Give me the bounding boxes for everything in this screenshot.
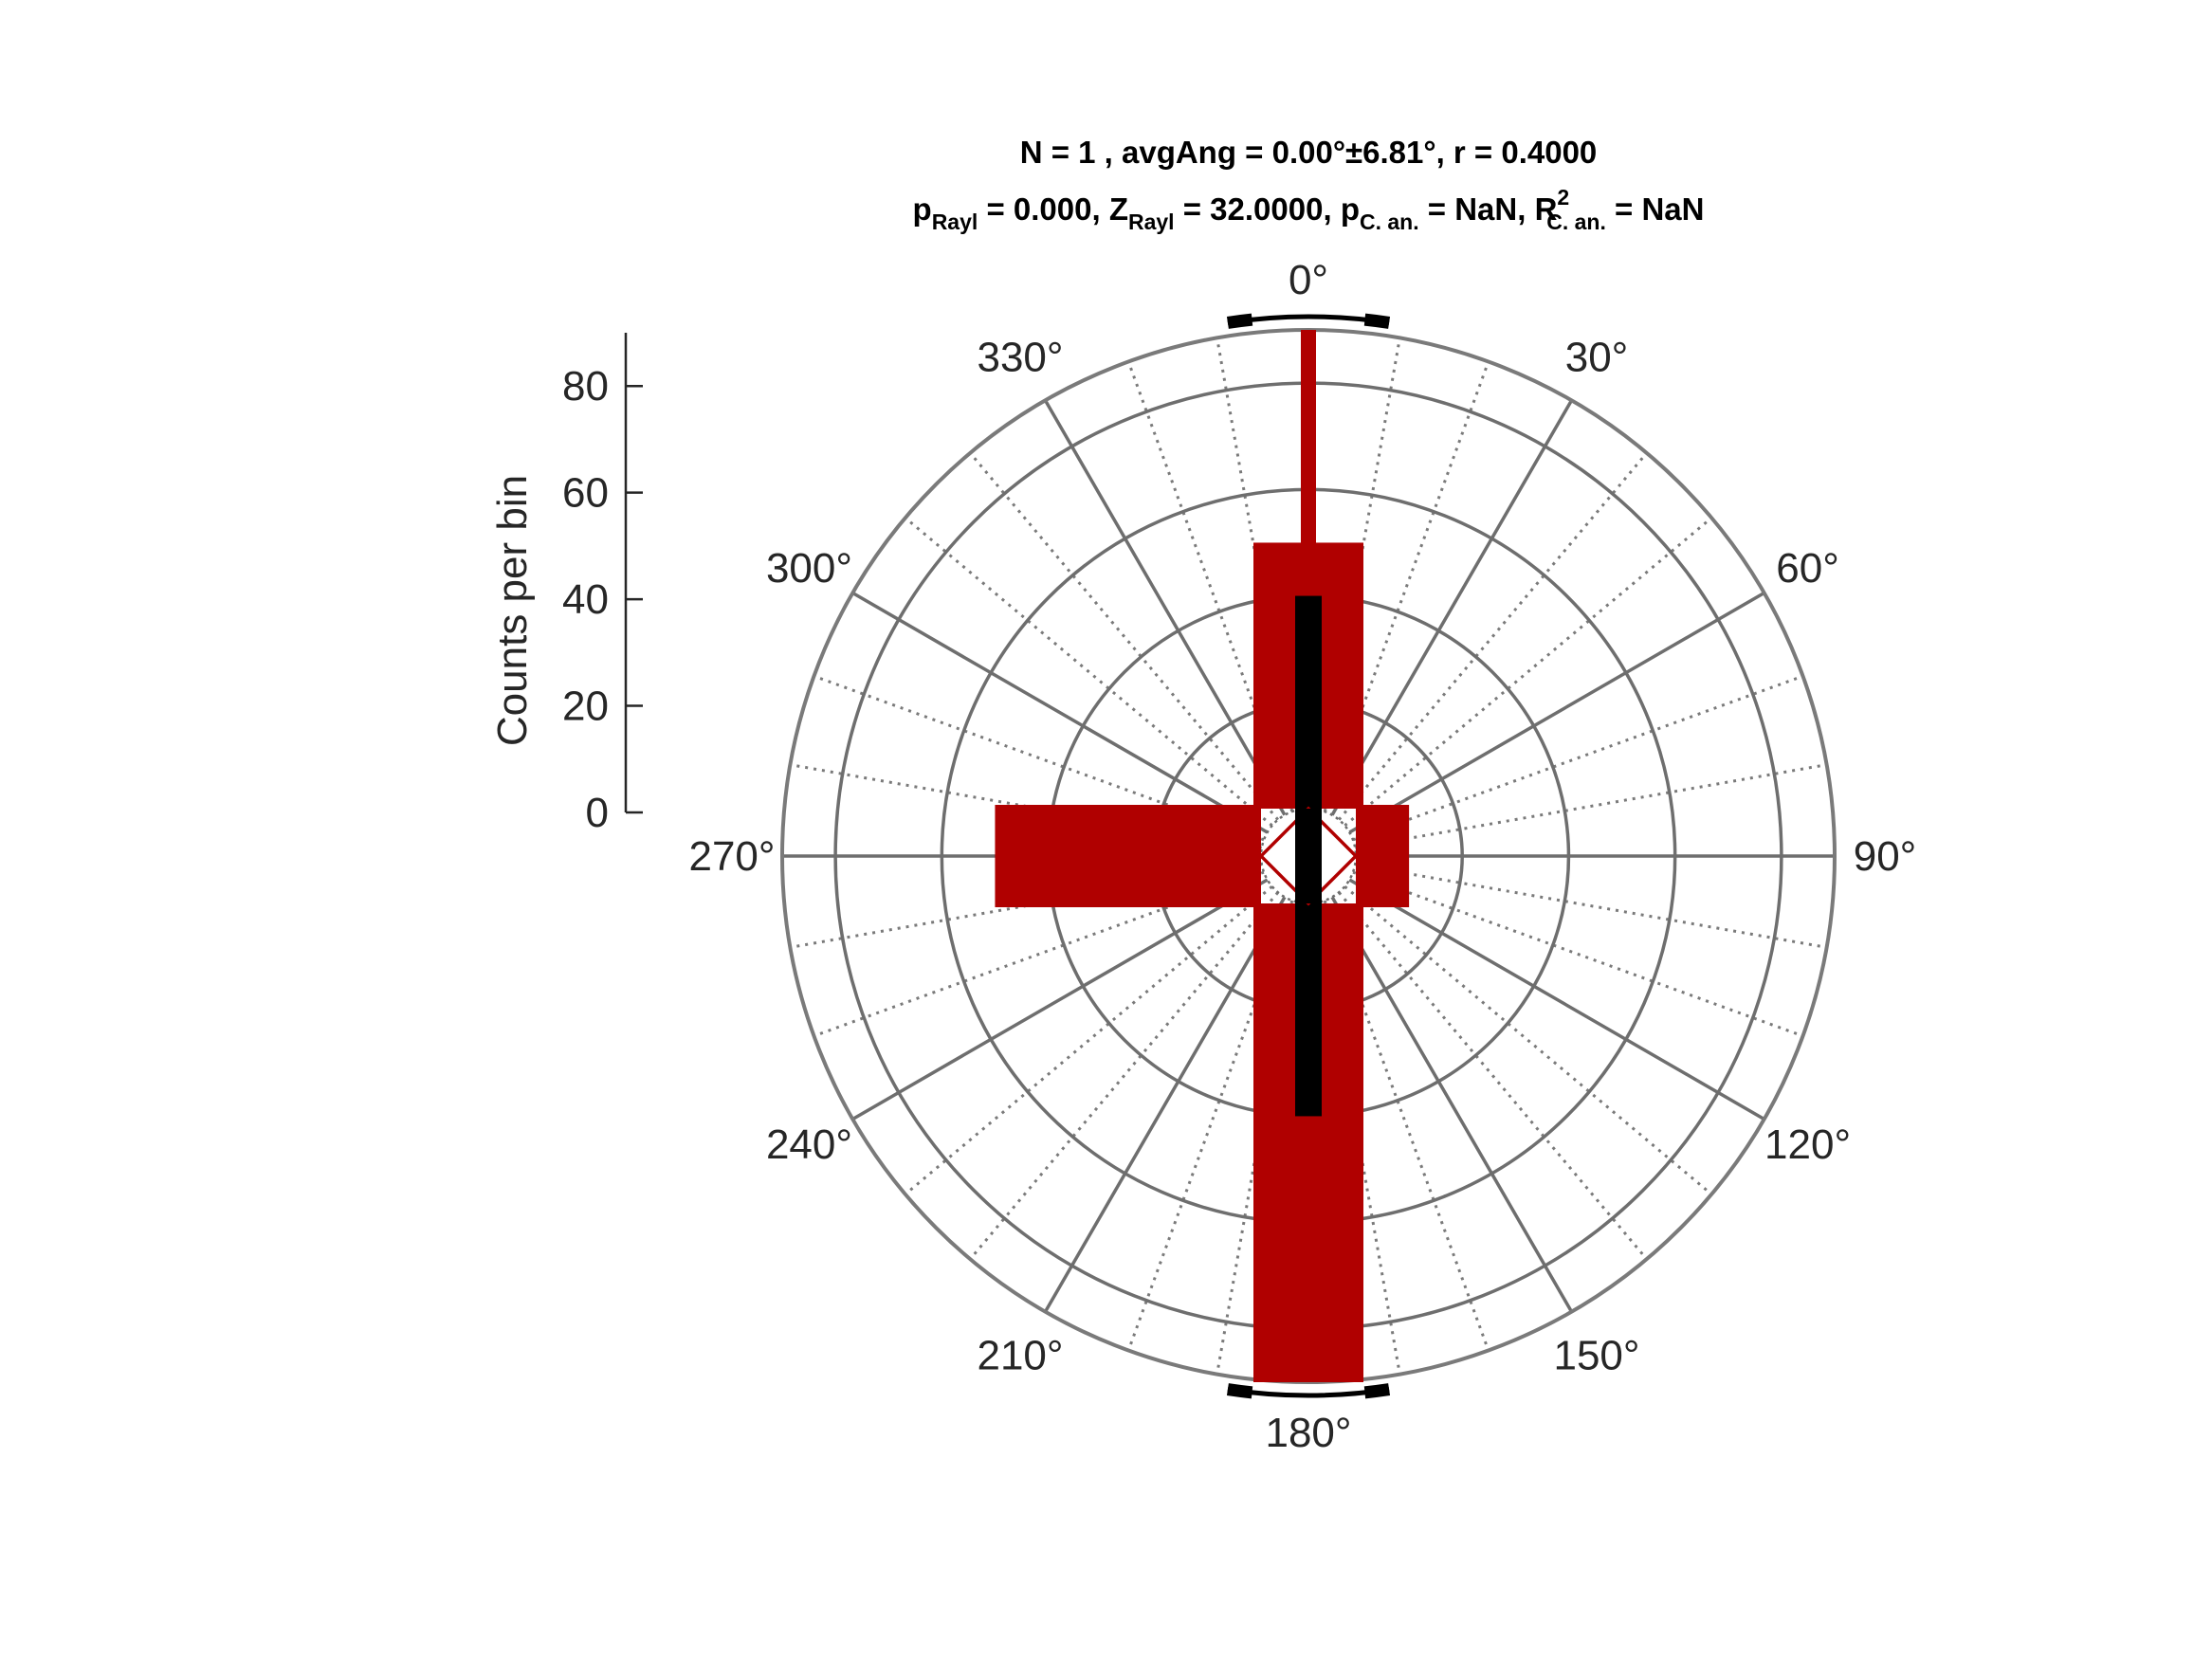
mean-axis-overlay [1226, 313, 1391, 1399]
minor-spoke [1354, 763, 1827, 849]
theta-tick-label: 240° [766, 1121, 852, 1168]
minor-spoke [904, 517, 1273, 828]
theta-tick-label: 330° [977, 334, 1063, 380]
minor-spoke [1126, 900, 1294, 1352]
theta-tick-label: 30° [1565, 334, 1629, 380]
major-spoke [1348, 591, 1765, 834]
confidence-arc-cap [1363, 1383, 1391, 1399]
y-tick-label: 0 [586, 790, 609, 836]
major-spoke [851, 878, 1269, 1121]
theta-tick-label: 210° [977, 1333, 1063, 1379]
y-tick-label: 80 [562, 363, 609, 410]
major-spoke [1043, 896, 1287, 1313]
theta-tick-label: 0° [1289, 257, 1328, 303]
y-axis: 0 20 40 60 80 [562, 333, 643, 836]
bar-90 [1356, 805, 1410, 907]
minor-spoke [1344, 884, 1713, 1195]
y-tick-label: 40 [562, 576, 609, 623]
confidence-arc-cap [1226, 1383, 1253, 1399]
minor-spoke [1337, 451, 1648, 821]
minor-spoke [969, 891, 1280, 1261]
theta-tick-label: 90° [1854, 833, 1917, 880]
major-spoke [851, 591, 1269, 834]
minor-spoke [1352, 870, 1804, 1038]
major-spoke [1330, 896, 1574, 1313]
theta-tick-label: 120° [1764, 1121, 1851, 1168]
minor-spoke [1337, 891, 1648, 1261]
histogram-bars [995, 330, 1410, 1382]
minor-spoke [1126, 360, 1294, 812]
major-spoke [1330, 399, 1574, 816]
bar-270 [995, 805, 1261, 907]
chart-title-line2: pRayl = 0.000, ZRayl = 32.0000, pC. an. … [913, 185, 1705, 234]
minor-spoke [1323, 900, 1490, 1352]
minor-spoke [1344, 517, 1713, 828]
y-axis-label: Counts per bin [489, 475, 536, 746]
minor-spoke [1352, 674, 1804, 842]
theta-tick-label: 60° [1776, 545, 1839, 592]
major-spoke [1043, 399, 1287, 816]
minor-spoke [1354, 863, 1827, 949]
theta-tick-label: 180° [1265, 1410, 1351, 1456]
chart-title-line1: N = 1 , avgAng = 0.00°±6.81°, r = 0.4000 [1020, 135, 1598, 170]
y-tick-label: 20 [562, 684, 609, 730]
major-spoke [1348, 878, 1765, 1121]
confidence-arc-cap [1226, 313, 1253, 329]
minor-spoke [813, 674, 1265, 842]
minor-spoke [1323, 360, 1490, 812]
theta-tick-label: 270° [688, 833, 775, 880]
theta-labels: 0° 30° 60° 90° 120° 150° 180° 210° 240° 270° 300° 3… [688, 257, 1916, 1456]
minor-spoke [904, 884, 1273, 1195]
theta-tick-label: 150° [1553, 1333, 1639, 1379]
minor-spoke [969, 451, 1280, 821]
minor-spoke [813, 870, 1265, 1038]
mean-axis-center [1295, 809, 1322, 903]
confidence-arc-cap [1363, 313, 1391, 329]
theta-tick-label: 300° [766, 545, 852, 592]
y-tick-label: 60 [562, 470, 609, 517]
